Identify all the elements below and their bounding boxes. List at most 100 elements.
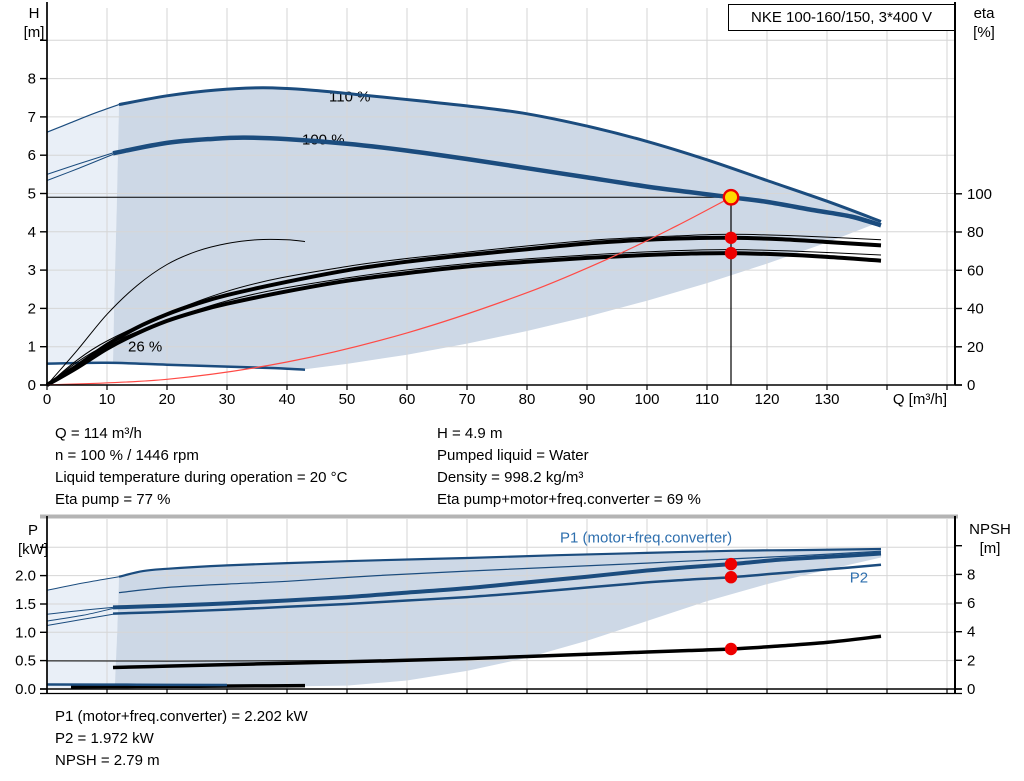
right-tick-label: 100 <box>967 186 992 203</box>
power-envelope-main <box>114 549 882 688</box>
npsh-axis-label-line2: [m] <box>979 540 1001 557</box>
eta-axis-label-line2: [%] <box>973 24 995 41</box>
p1-left-thin-a <box>46 606 114 615</box>
speed-100-curve-thin-b <box>46 153 114 181</box>
value-dot <box>724 571 738 584</box>
speed-100-curve <box>112 135 882 228</box>
curve-label: P2 <box>850 569 868 586</box>
p-axis-label: P [kW] <box>12 521 54 559</box>
p2-left-thin <box>46 613 114 626</box>
p1-left-thin-b <box>46 608 114 622</box>
speed-110-curve-thin <box>46 104 120 133</box>
left-tick-label: 0 <box>28 377 36 394</box>
info-line: Eta pump = 77 % <box>55 491 171 508</box>
info-line: Pumped liquid = Water <box>437 447 589 464</box>
info-line: NPSH = 2.79 m <box>55 752 160 769</box>
value-dot <box>724 231 738 244</box>
x-tick-label: 70 <box>459 391 476 408</box>
x-tick-label: 130 <box>814 391 839 408</box>
x-tick-label: 110 <box>695 391 719 408</box>
h-axis-label-line2: [m] <box>23 24 45 41</box>
system-curve <box>46 196 732 386</box>
left-tick-label: 6 <box>28 147 36 164</box>
right-tick-label: 6 <box>967 595 975 612</box>
left-tick-label: 1 <box>28 339 36 356</box>
x-tick-label: 0 <box>43 391 51 408</box>
p-axis-label-line2: [kW] <box>18 541 48 558</box>
right-tick-label: 8 <box>967 566 975 583</box>
right-tick-label: 80 <box>967 224 984 241</box>
info-line: Eta pump+motor+freq.converter = 69 % <box>437 491 701 508</box>
left-tick-label: 0.5 <box>15 653 36 670</box>
left-tick-label: 2 <box>28 300 36 317</box>
info-line: n = 100 % / 1446 rpm <box>55 447 199 464</box>
p1-mid-thin <box>118 550 882 594</box>
eta-axis-label: eta [%] <box>960 4 1008 42</box>
chart-top-border <box>40 514 958 519</box>
left-tick-label: 8 <box>28 71 36 88</box>
info-line: P2 = 1.972 kW <box>55 730 154 747</box>
p-axis-label-line1: P <box>27 522 38 539</box>
left-tick-label: 0.0 <box>15 681 36 698</box>
p-low-speed-black <box>70 683 306 689</box>
left-tick-label: 7 <box>28 109 36 126</box>
right-tick-label: 2 <box>967 652 975 669</box>
info-line: Q = 114 m³/h <box>55 425 142 442</box>
info-line: Density = 998.2 kg/m³ <box>437 469 584 486</box>
p1-envelope-thin <box>46 576 120 591</box>
right-tick-label: 0 <box>967 681 975 698</box>
value-dot <box>724 642 738 656</box>
eta-arc-low-speed <box>46 238 306 386</box>
h-axis-label: H [m] <box>16 4 52 42</box>
x-tick-label: 40 <box>279 391 296 408</box>
pump-name: NKE 100-160/150, 3*400 V <box>751 9 932 26</box>
x-tick-label: 10 <box>99 391 116 408</box>
info-line: P1 (motor+freq.converter) = 2.202 kW <box>55 708 308 725</box>
curve-label: P1 (motor+freq.converter) <box>560 530 732 547</box>
envelope-main <box>113 87 881 370</box>
x-tick-label: 80 <box>519 391 536 408</box>
hq-eta-chart: 110 %100 %26 %0 10 20 30 40 50 60 70 80 90 100 110 1… <box>28 2 992 408</box>
x-tick-label: 90 <box>579 391 596 408</box>
envelope-light <box>47 104 119 364</box>
x-tick-label: 50 <box>339 391 356 408</box>
right-tick-label: 0 <box>967 377 975 394</box>
x-tick-label: 60 <box>399 391 416 408</box>
h-axis-label-line1: H <box>28 5 40 22</box>
right-tick-label: 40 <box>967 301 984 318</box>
left-tick-label: 1.0 <box>15 624 36 641</box>
operating-data-right: H = 4.9 m Pumped liquid = Water Density = … <box>437 423 701 511</box>
curve-label: 26 % <box>128 339 162 356</box>
value-dot <box>724 246 738 260</box>
operating-data-left: Q = 114 m³/h n = 100 % / 1446 rpm Liquid t… <box>55 423 347 511</box>
npsh-axis-label: NPSH [m] <box>960 520 1020 558</box>
right-tick-label: 20 <box>967 339 984 356</box>
x-tick-label: 20 <box>159 391 176 408</box>
left-tick-label: 4 <box>28 224 36 241</box>
value-dot <box>724 557 738 571</box>
pump-name-box: NKE 100-160/150, 3*400 V <box>728 4 955 31</box>
x-axis-unit-label: Q [m³/h] <box>893 391 947 408</box>
left-tick-label: 1.5 <box>15 596 36 613</box>
left-tick-label: 2.0 <box>15 568 36 585</box>
info-line: Liquid temperature during operation = 20… <box>55 469 348 486</box>
x-tick-label: 100 <box>634 391 659 408</box>
p1-curve <box>112 551 882 610</box>
speed-26-curve <box>46 361 306 371</box>
p2-curve <box>112 563 882 615</box>
p-low-speed-blue <box>46 683 228 687</box>
npsh-axis-label-line1: NPSH <box>969 521 1011 538</box>
x-tick-label: 30 <box>219 391 236 408</box>
left-tick-label: 5 <box>28 186 36 203</box>
speed-110-curve <box>118 86 882 223</box>
power-npsh-chart: 0.0 0.5 1.0 1.5 2.0 0 2 4 6 8 P1 (motor+freq.conve… <box>15 514 975 698</box>
duty-point-marker <box>722 188 740 206</box>
eta-axis-label-line1: eta <box>973 5 995 22</box>
speed-100-curve-thin-a <box>46 152 114 175</box>
npsh-curve <box>112 634 882 670</box>
right-tick-label: 60 <box>967 262 984 279</box>
p1-envelope <box>118 547 882 578</box>
power-npsh-data: P1 (motor+freq.converter) = 2.202 kW P2 =… <box>55 706 308 772</box>
